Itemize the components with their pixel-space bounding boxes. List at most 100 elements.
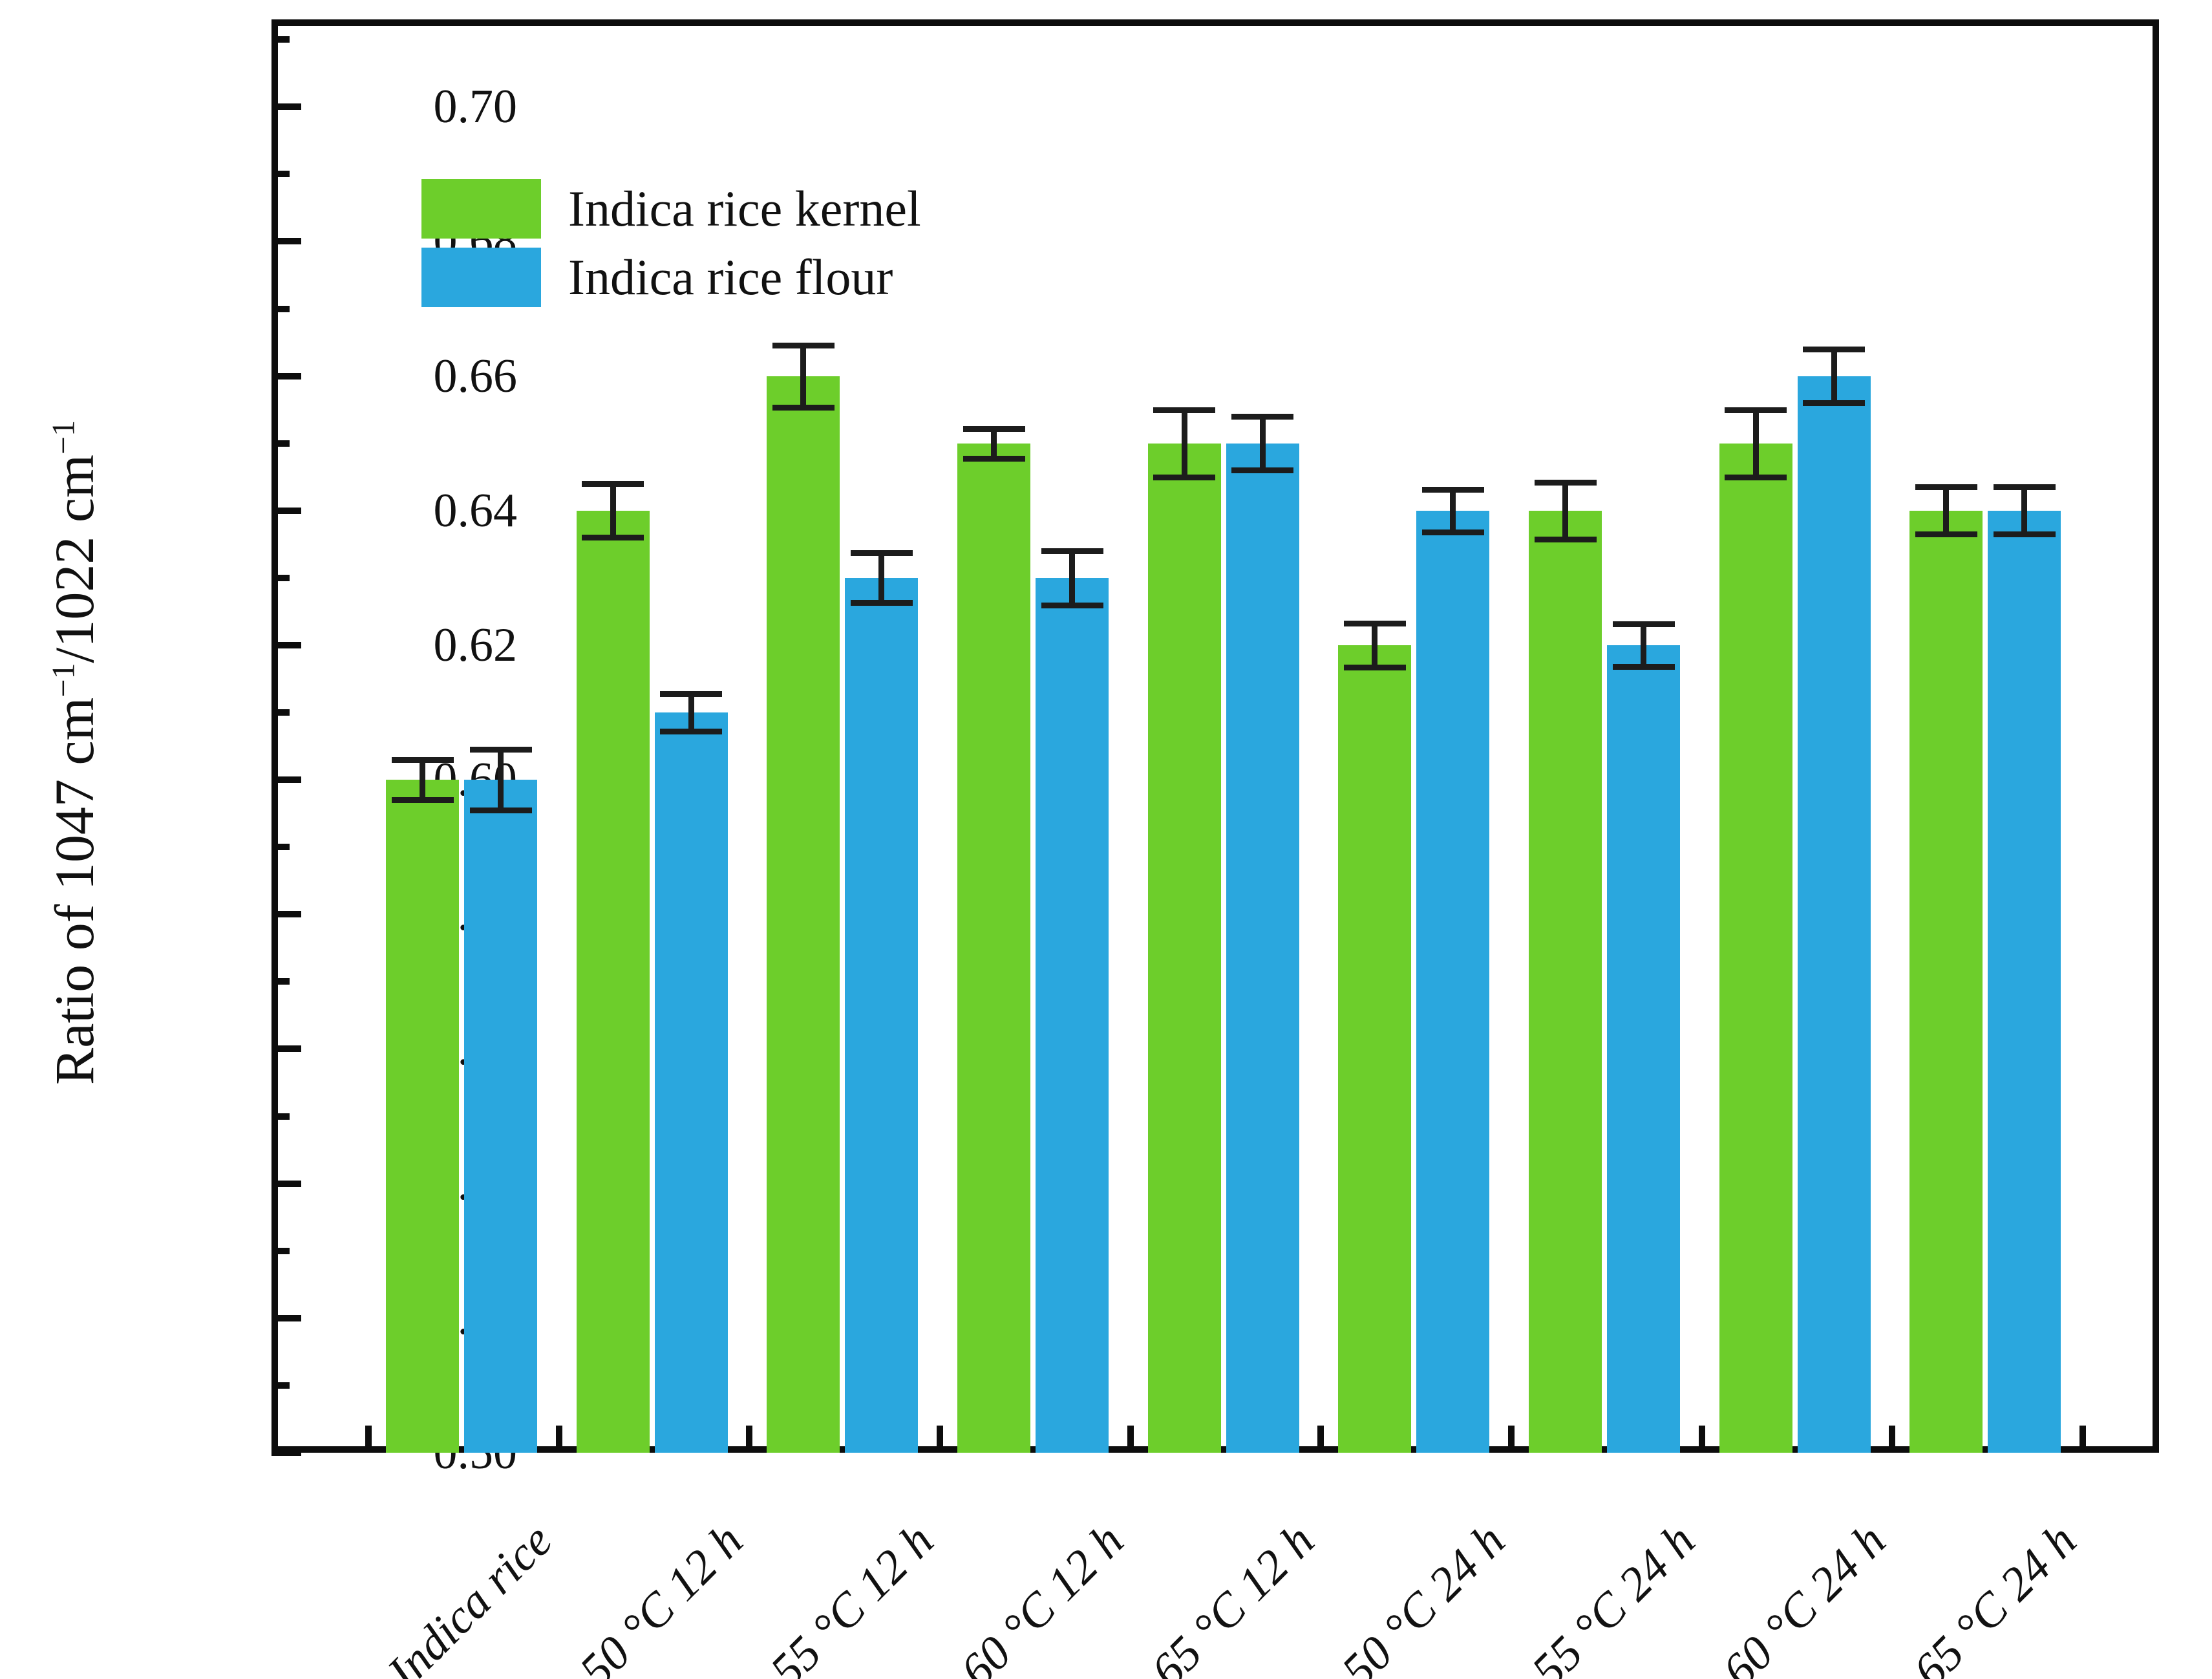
bar-flour-7 bbox=[1797, 376, 1871, 1453]
x-axis-tick bbox=[365, 1426, 372, 1453]
y-major-tick bbox=[271, 911, 301, 918]
error-bar-line bbox=[878, 553, 885, 603]
error-bar-cap-top bbox=[1343, 620, 1406, 626]
bar-flour-4 bbox=[1226, 443, 1299, 1453]
bar-flour-8 bbox=[1988, 510, 2061, 1453]
error-bar-cap-top bbox=[582, 481, 644, 487]
bar-flour-1 bbox=[654, 712, 728, 1453]
bar-kernel-3 bbox=[957, 443, 1030, 1453]
y-major-tick bbox=[271, 1180, 301, 1187]
error-bar-line bbox=[1372, 623, 1378, 668]
x-axis-tick bbox=[1889, 1426, 1896, 1453]
error-bar-line bbox=[1450, 489, 1456, 533]
plot-area: 0.500.520.540.560.580.600.620.640.660.68… bbox=[271, 19, 2159, 1679]
bar-kernel-0 bbox=[386, 780, 459, 1453]
x-axis-tick bbox=[746, 1426, 753, 1453]
error-bar-cap-bottom bbox=[962, 455, 1025, 462]
error-bar-line bbox=[800, 345, 807, 407]
error-bar-line bbox=[498, 749, 504, 810]
y-title-superscript: −1 bbox=[45, 663, 81, 698]
y-major-tick bbox=[271, 372, 301, 380]
y-tick-label: 0.64 bbox=[433, 484, 518, 537]
y-tick-label: 0.70 bbox=[433, 80, 518, 134]
legend-swatch-kernel-icon bbox=[421, 179, 541, 239]
x-axis-tick bbox=[1127, 1426, 1134, 1453]
y-major-tick bbox=[271, 1314, 301, 1321]
error-bar-line bbox=[1259, 416, 1266, 471]
y-major-tick bbox=[271, 103, 301, 111]
legend-item-flour: Indica rice flour bbox=[421, 248, 921, 307]
x-axis-tick bbox=[937, 1426, 943, 1453]
error-bar-line bbox=[1562, 482, 1569, 539]
legend-label-flour: Indica rice flour bbox=[568, 249, 893, 305]
error-bar-cap-bottom bbox=[1343, 665, 1406, 671]
y-title-text: /1022 cm bbox=[43, 455, 105, 663]
error-bar-cap-top bbox=[1534, 480, 1597, 486]
error-bar-cap-top bbox=[1803, 347, 1866, 352]
x-tick-label: Indica rice bbox=[378, 1514, 563, 1679]
y-minor-tick bbox=[271, 1382, 290, 1389]
error-bar-cap-bottom bbox=[660, 729, 723, 735]
error-bar-line bbox=[1069, 551, 1075, 605]
y-minor-tick bbox=[271, 844, 290, 851]
bar-kernel-8 bbox=[1909, 510, 1983, 1453]
error-bar-cap-top bbox=[391, 756, 454, 763]
error-bar-cap-bottom bbox=[469, 807, 532, 813]
error-bar-cap-top bbox=[1153, 407, 1216, 413]
y-minor-tick bbox=[271, 709, 290, 716]
y-major-tick bbox=[271, 238, 301, 245]
y-minor-tick bbox=[271, 1247, 290, 1254]
error-bar-line bbox=[1943, 487, 1950, 535]
error-bar-line bbox=[2021, 487, 2028, 535]
y-major-tick bbox=[271, 1045, 301, 1053]
x-axis-tick bbox=[1317, 1426, 1324, 1453]
y-major-tick bbox=[271, 776, 301, 784]
error-bar-line bbox=[1831, 349, 1837, 403]
error-bar-line bbox=[991, 428, 997, 458]
y-title-superscript: −1 bbox=[45, 420, 81, 455]
x-axis-tick bbox=[555, 1426, 562, 1453]
y-minor-tick bbox=[271, 171, 290, 178]
bar-kernel-4 bbox=[1147, 443, 1221, 1453]
error-bar-cap-top bbox=[772, 342, 835, 348]
bar-kernel-5 bbox=[1338, 645, 1412, 1453]
legend-item-kernel: Indica rice kernel bbox=[421, 179, 921, 239]
y-minor-tick bbox=[271, 574, 290, 581]
error-bar-cap-bottom bbox=[582, 535, 644, 541]
error-bar-line bbox=[1181, 409, 1187, 477]
error-bar-cap-bottom bbox=[1915, 531, 1977, 538]
y-minor-tick bbox=[271, 36, 290, 43]
legend: Indica rice kernel Indica rice flour bbox=[421, 179, 921, 316]
bar-kernel-2 bbox=[767, 376, 840, 1453]
legend-label-kernel: Indica rice kernel bbox=[568, 180, 921, 237]
bar-flour-3 bbox=[1036, 577, 1109, 1453]
y-major-tick bbox=[271, 1449, 301, 1456]
error-bar-cap-top bbox=[1612, 621, 1675, 627]
error-bar-cap-bottom bbox=[850, 600, 913, 606]
error-bar-cap-top bbox=[850, 550, 913, 557]
error-bar-line bbox=[610, 484, 616, 538]
error-bar-cap-top bbox=[469, 747, 532, 753]
legend-swatch-flour-icon bbox=[421, 248, 541, 307]
y-major-tick bbox=[271, 507, 301, 514]
bar-flour-2 bbox=[845, 577, 919, 1453]
error-bar-cap-top bbox=[1421, 486, 1484, 493]
error-bar-cap-top bbox=[1041, 548, 1103, 555]
error-bar-cap-bottom bbox=[1612, 664, 1675, 670]
y-minor-tick bbox=[271, 1113, 290, 1120]
error-bar-cap-top bbox=[1725, 407, 1787, 413]
x-axis-tick bbox=[1698, 1426, 1705, 1453]
x-axis-tick bbox=[2079, 1426, 2087, 1453]
bar-kernel-7 bbox=[1719, 443, 1792, 1453]
y-tick-label: 0.66 bbox=[433, 349, 518, 403]
error-bar-cap-bottom bbox=[391, 797, 454, 804]
error-bar-line bbox=[1752, 409, 1759, 477]
error-bar-cap-top bbox=[1231, 414, 1294, 420]
bar-flour-5 bbox=[1416, 510, 1490, 1453]
y-major-tick bbox=[271, 641, 301, 648]
error-bar-cap-top bbox=[1993, 484, 2056, 491]
y-axis-title: Ratio of 1047 cm−1/1022 cm−1 bbox=[41, 106, 108, 1399]
error-bar-cap-bottom bbox=[1534, 536, 1597, 542]
error-bar-cap-bottom bbox=[1231, 467, 1294, 474]
error-bar-line bbox=[1641, 623, 1647, 667]
